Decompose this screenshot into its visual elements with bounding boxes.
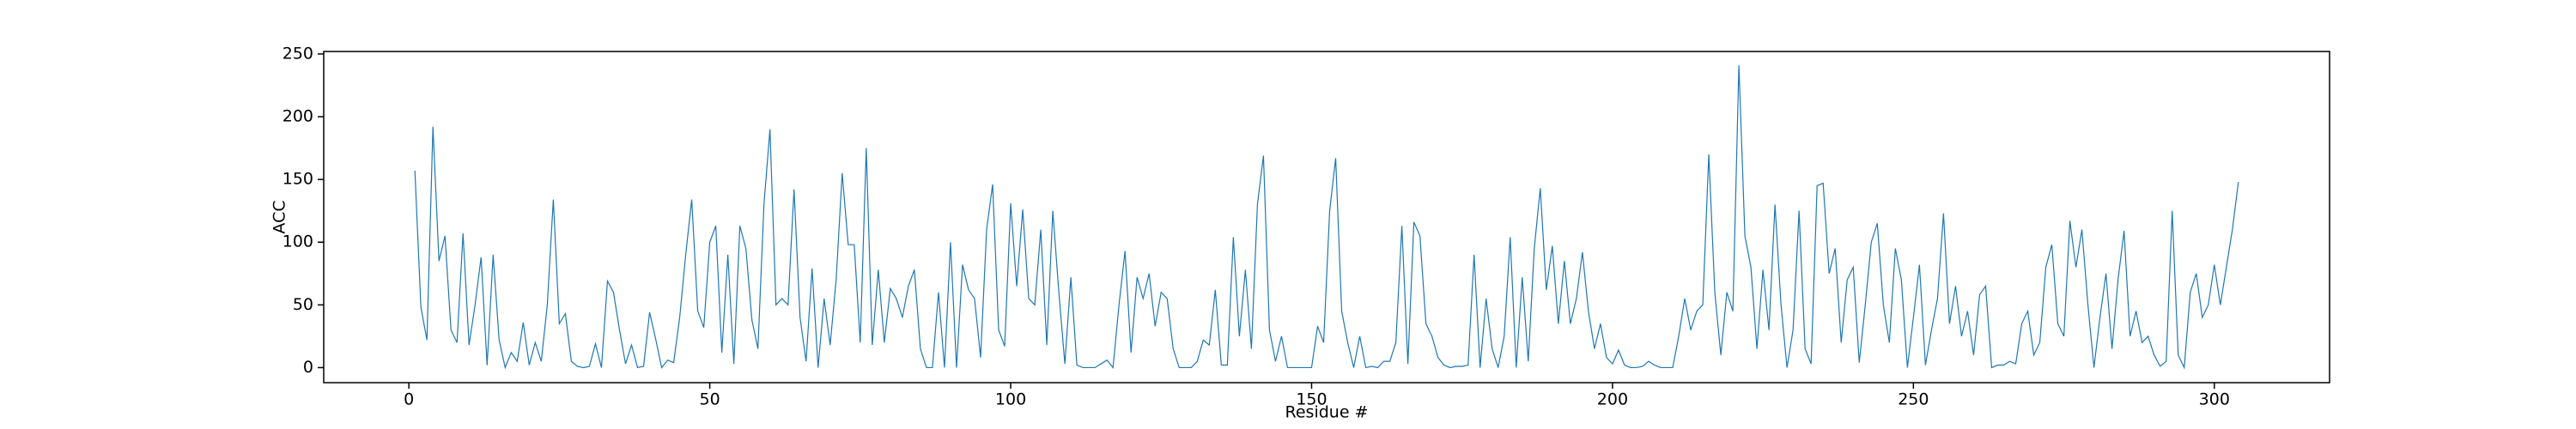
x-tick-label: 0 — [404, 390, 414, 409]
y-axis-label: ACC — [270, 200, 289, 233]
x-tick-label: 250 — [1898, 390, 1929, 409]
y-tick-label: 100 — [283, 233, 313, 251]
y-tick-label: 250 — [283, 44, 313, 63]
x-tick-label: 150 — [1296, 390, 1327, 409]
y-tick-label: 200 — [283, 107, 313, 126]
y-tick-label: 0 — [303, 358, 313, 377]
y-tick-label: 50 — [293, 295, 313, 314]
x-tick-label: 50 — [700, 390, 720, 409]
y-tick-label: 150 — [283, 170, 313, 189]
x-tick-label: 100 — [995, 390, 1026, 409]
x-tick-label: 300 — [2199, 390, 2230, 409]
x-axis-label: Residue # — [1285, 403, 1369, 422]
data-line — [414, 65, 2239, 370]
axes-frame — [323, 51, 2330, 384]
x-tick-label: 200 — [1597, 390, 1628, 409]
